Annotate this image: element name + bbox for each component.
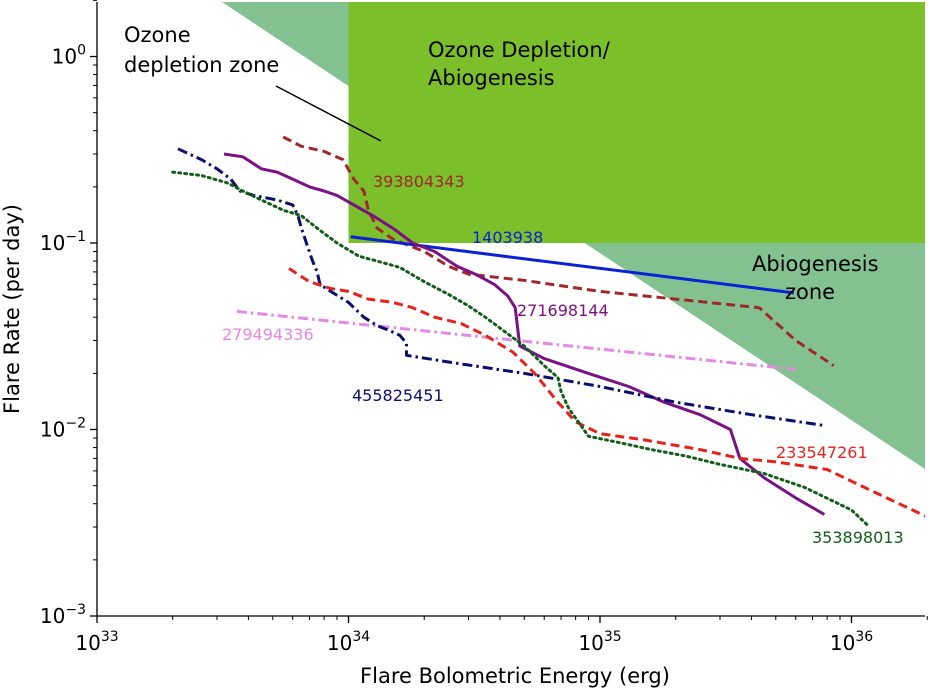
y-axis-label: Flare Rate (per day): [0, 204, 24, 414]
series-label-455825451: 455825451: [352, 386, 444, 405]
series-label-233547261: 233547261: [776, 443, 868, 462]
zone-label-abiogenesis-line1: Abiogenesis: [752, 252, 879, 276]
y-tick-label: 10−2: [40, 416, 86, 442]
axes-frame: [96, 2, 925, 617]
x-tick-label: 1033: [75, 629, 118, 655]
zone-label-ozone-line1: Ozone: [124, 23, 191, 47]
series-label-279494336: 279494336: [222, 325, 314, 344]
series-label-271698144: 271698144: [517, 301, 609, 320]
zone-label-ozone-line2: depletion zone: [124, 53, 279, 77]
x-tick-label: 1034: [327, 629, 370, 655]
x-tick-label: 1036: [830, 629, 873, 655]
zones-layer: [222, 2, 925, 469]
series-line-353898013: [171, 170, 869, 526]
ozone-zone-pointer: [275, 85, 382, 142]
series-label-353898013: 353898013: [812, 528, 904, 547]
ozone-depletion-abiogenesis-region: [348, 2, 925, 243]
tick-layer: 1033 1034 1035 1036 10−3 10−2 10−1 100: [40, 0, 928, 655]
series-layer: [171, 135, 925, 526]
y-tick-label: 100: [52, 43, 86, 69]
series-line-279494336: [236, 309, 796, 371]
zone-label-ozone-abiogenesis-line2: Abiogenesis: [428, 66, 555, 90]
series-label-393804343: 393804343: [373, 172, 465, 191]
zone-label-abiogenesis-line2: zone: [785, 280, 835, 304]
series-line-271698144: [223, 152, 826, 516]
y-tick-label: 10−1: [40, 229, 86, 255]
x-tick-label: 1035: [578, 629, 621, 655]
x-axis-label: Flare Bolometric Energy (erg): [360, 664, 670, 688]
series-line-233547261: [288, 267, 925, 518]
series-label-1403938: 1403938: [472, 228, 543, 247]
zone-label-ozone-abiogenesis-line1: Ozone Depletion/: [428, 38, 611, 62]
y-tick-label: 10−3: [40, 602, 86, 628]
